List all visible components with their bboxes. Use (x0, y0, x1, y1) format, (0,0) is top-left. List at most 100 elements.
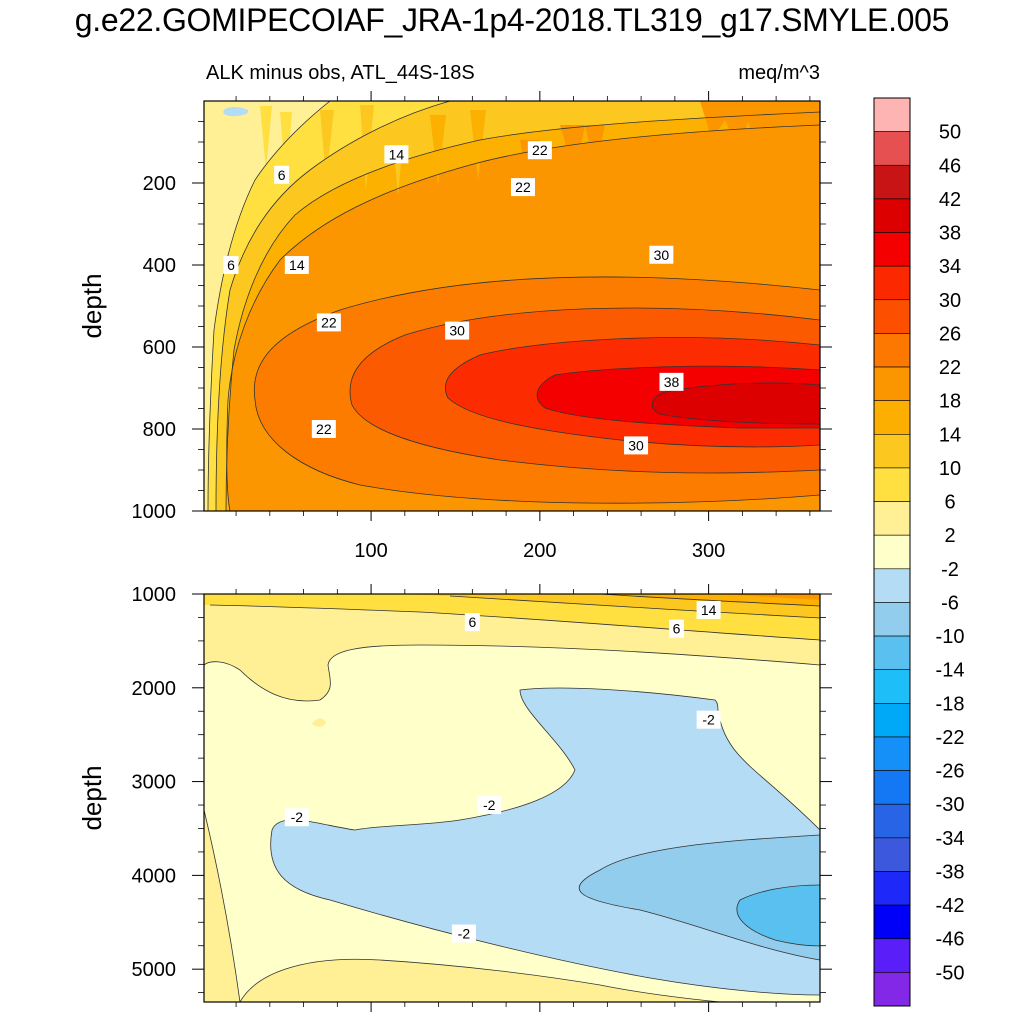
colorbar-box (873, 635, 911, 671)
lower-axis-ticks: 1000 2000 3000 4000 5000 (132, 584, 832, 1012)
contour-label-box (696, 600, 721, 619)
colorbar-label: 22 (939, 357, 961, 379)
contour-label: 14 (284, 256, 309, 274)
colorbar-box (873, 770, 911, 805)
colorbar-box (873, 972, 911, 1007)
lower-ylabel: depth (77, 765, 107, 830)
contour-label-box (274, 165, 290, 184)
y-tick-label: 800 (143, 419, 176, 441)
y-tick-label: 2000 (132, 678, 177, 700)
x-tick-label: 100 (354, 540, 387, 562)
upper-band-c2 (204, 101, 330, 511)
lower-band-c2-left (204, 810, 240, 1002)
contour-label: 30 (649, 245, 674, 264)
colorbar-label: 6 (944, 492, 955, 514)
colorbar-box (873, 265, 911, 301)
contour-label-text: 22 (515, 179, 531, 195)
contour-label-text: 6 (673, 621, 681, 637)
colorbar-box (873, 837, 911, 872)
upper-speckles (700, 101, 820, 160)
colorbar-label: -22 (936, 727, 965, 749)
upper-panel: 100 200 300 200 400 600 800 1000 6 14 22 22 6 14 30 22… (77, 91, 832, 562)
contour-label-text: 22 (321, 314, 337, 330)
colorbar-label: 2 (944, 525, 955, 547)
upper-speckles-2 (560, 125, 605, 175)
contour-label: 6 (669, 619, 685, 638)
upper-axis-ticks: 100 200 300 200 400 600 800 1000 (132, 91, 832, 562)
colorbar-box (873, 131, 911, 166)
upper-speckles-9 (260, 106, 272, 170)
contour-label-text: 22 (532, 142, 548, 158)
lower-field (204, 594, 820, 1002)
contour-label-text: -2 (458, 926, 471, 942)
upper-speckles-7 (320, 110, 334, 180)
contour-label-text: 6 (227, 257, 235, 273)
colorbar-label: -30 (936, 794, 965, 816)
contour-label: 22 (311, 420, 336, 438)
lower-band-c2-bottom (240, 959, 720, 1002)
contour-label-text: 30 (449, 323, 465, 339)
lower-contour-labels: 6 14 6 -2 -2 -2 -2 (284, 600, 721, 943)
contour-label-box (284, 256, 309, 274)
contour-label-text: 38 (664, 374, 680, 390)
main-title: g.e22.GOMIPECOIAF_JRA-1p4-2018.TL319_g17… (74, 2, 950, 38)
colorbar-box (873, 97, 911, 132)
upper-field (204, 101, 820, 511)
colorbar-box (873, 467, 911, 502)
contour-label-box (445, 321, 470, 340)
contour-label-box (464, 613, 480, 632)
contour-label-box (510, 178, 535, 197)
contour-label-box (624, 436, 649, 455)
contour-label: -2 (696, 710, 721, 729)
colorbar-box (873, 803, 911, 839)
contour-label-text: 14 (289, 257, 305, 273)
contour-label-box (311, 420, 336, 438)
contour-label-box (384, 145, 409, 164)
colorbar-box (873, 938, 911, 973)
subtitle-right: meq/m^3 (738, 62, 820, 84)
contour-label-text: 30 (628, 437, 644, 453)
contour-label-text: 6 (468, 614, 476, 630)
contour-label-text: 14 (701, 602, 717, 618)
contour-label-text: 6 (278, 167, 286, 183)
y-tick-label: 200 (143, 173, 176, 195)
colorbar-box (873, 904, 911, 940)
y-tick-label: 1000 (132, 584, 177, 606)
contour-label-text: -2 (291, 809, 304, 825)
x-tick-label: 200 (523, 540, 556, 562)
colorbar: 50 46 42 38 34 30 26 22 18 14 10 6 2 -2 -6 -10 -14 -18 -22… (873, 97, 965, 1007)
colorbar-label: -38 (936, 861, 965, 883)
contour-label-text: 22 (316, 421, 332, 437)
colorbar-label: 30 (939, 290, 961, 312)
colorbar-label: 18 (939, 391, 961, 413)
colorbar-box (873, 501, 911, 536)
contour-label: 6 (274, 165, 290, 184)
contour-label-box (223, 256, 239, 274)
contour-label-text: 30 (654, 247, 670, 263)
contour-label-box (284, 808, 309, 827)
y-tick-label: 1000 (132, 501, 177, 523)
contour-label-text: -2 (702, 712, 715, 728)
lower-contour-lines (204, 594, 820, 1002)
contour-label: 22 (510, 178, 535, 197)
upper-speckles-10 (280, 112, 292, 185)
contour-label-box (669, 619, 685, 638)
lower-frame (203, 593, 821, 1003)
colorbar-label: -50 (936, 962, 965, 984)
colorbar-box (873, 669, 911, 704)
colorbar-label: -18 (936, 693, 965, 715)
colorbar-box (873, 534, 911, 570)
colorbar-label: 14 (939, 424, 961, 446)
contour-label-text: -2 (483, 797, 496, 813)
contour-label: -2 (477, 796, 502, 815)
subtitle-left: ALK minus obs, ATL_44S-18S (206, 62, 475, 84)
upper-contour-labels: 6 14 22 22 6 14 30 22 30 38 22 30 (223, 141, 684, 455)
contour-label-box (649, 245, 674, 264)
lower-band-lt10 (736, 885, 820, 946)
contour-label: 14 (384, 145, 409, 164)
upper-band-c6 (204, 101, 450, 511)
upper-band-c38 (652, 382, 820, 424)
contour-label: 30 (624, 436, 649, 455)
colorbar-label: 50 (939, 122, 961, 144)
y-tick-label: 400 (143, 255, 176, 277)
